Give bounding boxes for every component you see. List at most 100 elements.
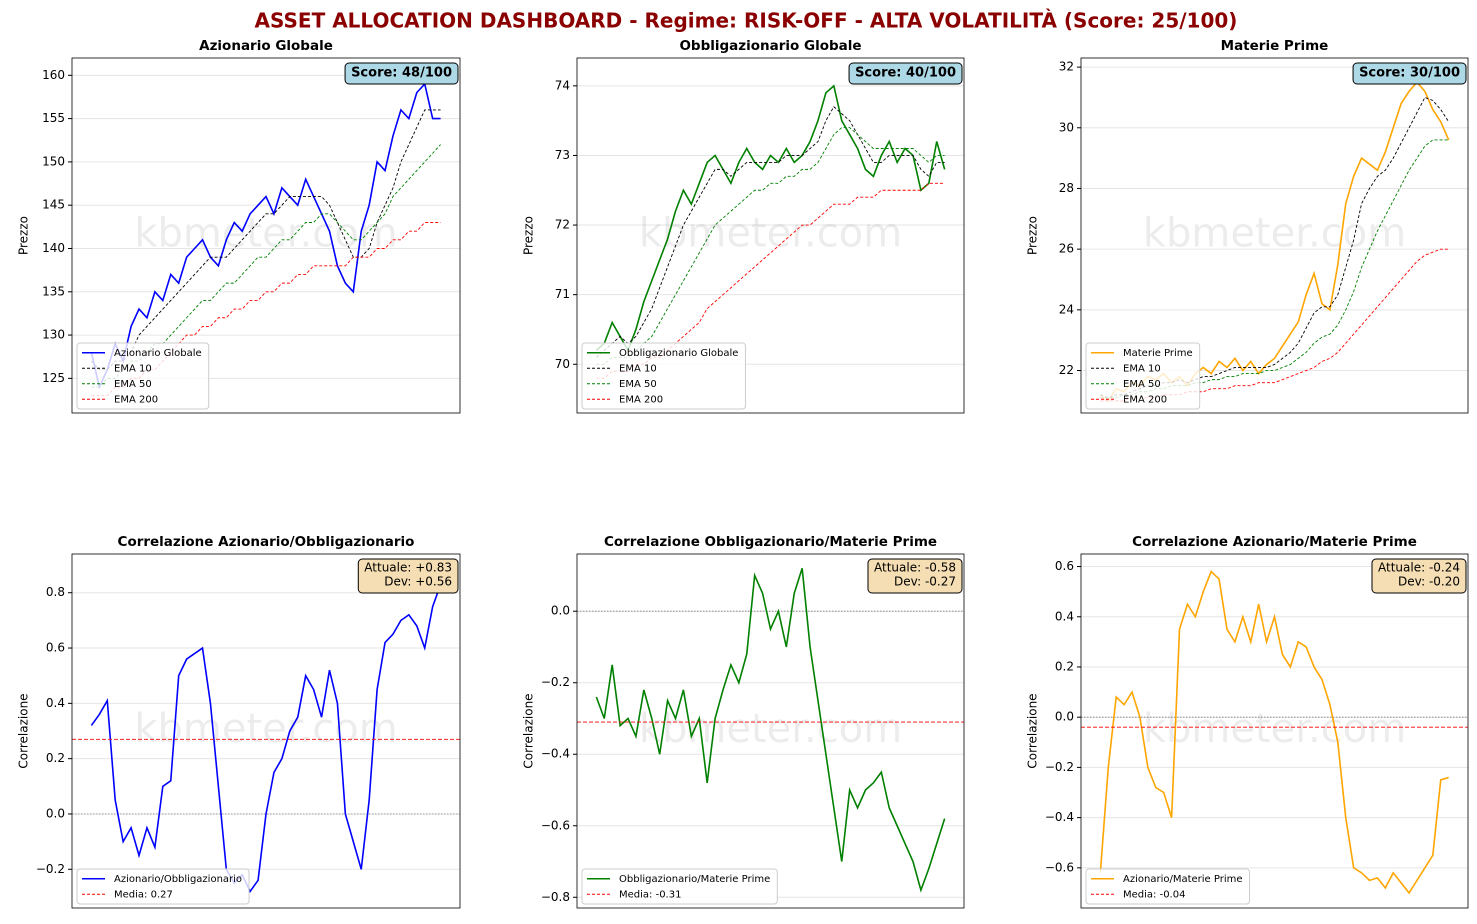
y-tick-label: 0.2	[46, 751, 65, 765]
legend-box	[581, 342, 746, 410]
panel: Obbligazionario Globale Prezzo 70 71 72 73 74 k…	[522, 38, 965, 414]
y-tick-label: 0.6	[46, 641, 65, 655]
legend-box	[76, 868, 250, 905]
score-badge-text: Score: 30/100	[1359, 66, 1460, 81]
plot-frame	[1080, 57, 1469, 414]
y-tick-label: 70	[555, 357, 570, 371]
y-tick-label: −0.4	[541, 747, 570, 761]
plot-frame	[576, 57, 965, 414]
ema-line	[91, 222, 441, 397]
y-axis-label: Prezzo	[1026, 216, 1040, 255]
dashboard-title: ASSET ALLOCATION DASHBOARD - Regime: RIS…	[255, 9, 1238, 33]
y-tick-label: 0.4	[1055, 609, 1074, 623]
y-tick-label: 0.4	[46, 696, 65, 710]
legend-label: Media: -0.31	[619, 889, 681, 900]
legend-label: EMA 10	[114, 363, 152, 374]
watermark: kbmeter.com	[134, 706, 397, 752]
legend-label: EMA 200	[114, 394, 158, 405]
legend-label: Azionario Globale	[114, 348, 202, 359]
series-line	[1099, 570, 1449, 895]
series-line	[90, 584, 442, 893]
score-badge	[848, 62, 963, 85]
y-tick-label: 145	[42, 198, 65, 212]
y-tick-label: 74	[555, 78, 570, 92]
score-badge-text: Score: 40/100	[855, 66, 956, 81]
panel: Correlazione Azionario/Materie Prime Corr…	[1026, 534, 1469, 909]
y-tick-label: 160	[42, 68, 65, 82]
panel: Correlazione Azionario/Obbligazionario Co…	[17, 534, 461, 909]
watermark: kbmeter.com	[134, 211, 397, 257]
ema-line	[1100, 248, 1449, 402]
y-tick-label: 24	[1059, 302, 1074, 316]
watermark: kbmeter.com	[1143, 706, 1406, 752]
annotation-text: Dev: +0.56	[384, 575, 452, 589]
legend-label: Media: 0.27	[114, 889, 173, 900]
plot-frame	[576, 553, 965, 909]
y-tick-label: 155	[42, 111, 65, 125]
plot-frame	[71, 57, 461, 414]
y-axis-label: Correlazione	[17, 693, 31, 768]
y-tick-label: −0.2	[541, 675, 570, 689]
y-tick-label: 150	[42, 154, 65, 168]
annotation-text: Attuale: +0.83	[364, 561, 452, 575]
watermark: kbmeter.com	[639, 706, 902, 752]
y-tick-label: −0.8	[541, 890, 570, 904]
y-axis-label: Correlazione	[1026, 693, 1040, 768]
y-tick-label: −0.2	[36, 862, 65, 876]
legend-label: Media: -0.04	[1123, 889, 1185, 900]
annotation-text: Dev: -0.27	[894, 575, 956, 589]
score-badge-text: Score: 48/100	[351, 66, 452, 81]
y-tick-label: −0.4	[1045, 810, 1074, 824]
panel-title: Obbligazionario Globale	[679, 38, 861, 54]
y-tick-label: 0.0	[551, 604, 570, 618]
legend-box	[581, 868, 778, 905]
y-tick-label: 28	[1059, 181, 1074, 195]
legend-label: Azionario/Obbligazionario	[114, 874, 242, 885]
y-tick-label: 0.8	[46, 585, 65, 599]
legend-label: EMA 10	[619, 363, 657, 374]
y-tick-label: 22	[1059, 363, 1074, 377]
ema-line	[91, 144, 441, 388]
y-tick-label: −0.6	[1045, 860, 1074, 874]
legend-label: EMA 10	[1123, 363, 1161, 374]
legend-label: EMA 50	[619, 379, 657, 390]
panel-title: Correlazione Obbligazionario/Materie Pri…	[604, 534, 937, 550]
y-axis-label: Prezzo	[522, 216, 536, 255]
series-line	[595, 84, 946, 353]
panel: Materie Prime Prezzo 22 24 26 28 30 32 kbmeter.c…	[1026, 38, 1469, 414]
series-line	[595, 568, 946, 893]
y-tick-label: 26	[1059, 242, 1074, 256]
y-axis-label: Prezzo	[17, 216, 31, 255]
legend-label: Obbligazionario Globale	[619, 348, 738, 359]
y-tick-label: −0.2	[1045, 760, 1074, 774]
legend-box	[1085, 342, 1201, 410]
y-tick-label: 130	[42, 328, 65, 342]
y-tick-label: 30	[1059, 120, 1074, 134]
legend-label: EMA 50	[114, 379, 152, 390]
ema-line	[596, 127, 945, 365]
annotation-text: Dev: -0.20	[1398, 575, 1460, 589]
y-tick-label: 125	[42, 371, 65, 385]
y-tick-label: 32	[1059, 60, 1074, 74]
y-tick-label: −0.6	[541, 818, 570, 832]
ema-line	[596, 106, 945, 358]
panel-title: Correlazione Azionario/Obbligazionario	[118, 534, 415, 550]
y-tick-label: 0.2	[1055, 659, 1074, 673]
panel-title: Correlazione Azionario/Materie Prime	[1132, 534, 1417, 550]
y-tick-label: 0.0	[1055, 710, 1074, 724]
ema-line	[91, 109, 441, 371]
y-axis-label: Correlazione	[522, 693, 536, 768]
panel: Correlazione Obbligazionario/Materie Pri…	[522, 534, 965, 909]
annotation-box	[357, 558, 459, 594]
legend-box	[1085, 868, 1251, 905]
legend-label: EMA 200	[1123, 394, 1167, 405]
legend-label: Materie Prime	[1123, 348, 1193, 359]
annotation-box	[867, 558, 963, 594]
plot-frame	[71, 553, 461, 909]
y-tick-label: 0.0	[46, 806, 65, 820]
y-tick-label: 71	[555, 287, 570, 301]
legend-label: Obbligazionario/Materie Prime	[619, 874, 770, 885]
annotation-text: Attuale: -0.24	[1378, 561, 1460, 575]
score-badge	[1352, 62, 1467, 85]
